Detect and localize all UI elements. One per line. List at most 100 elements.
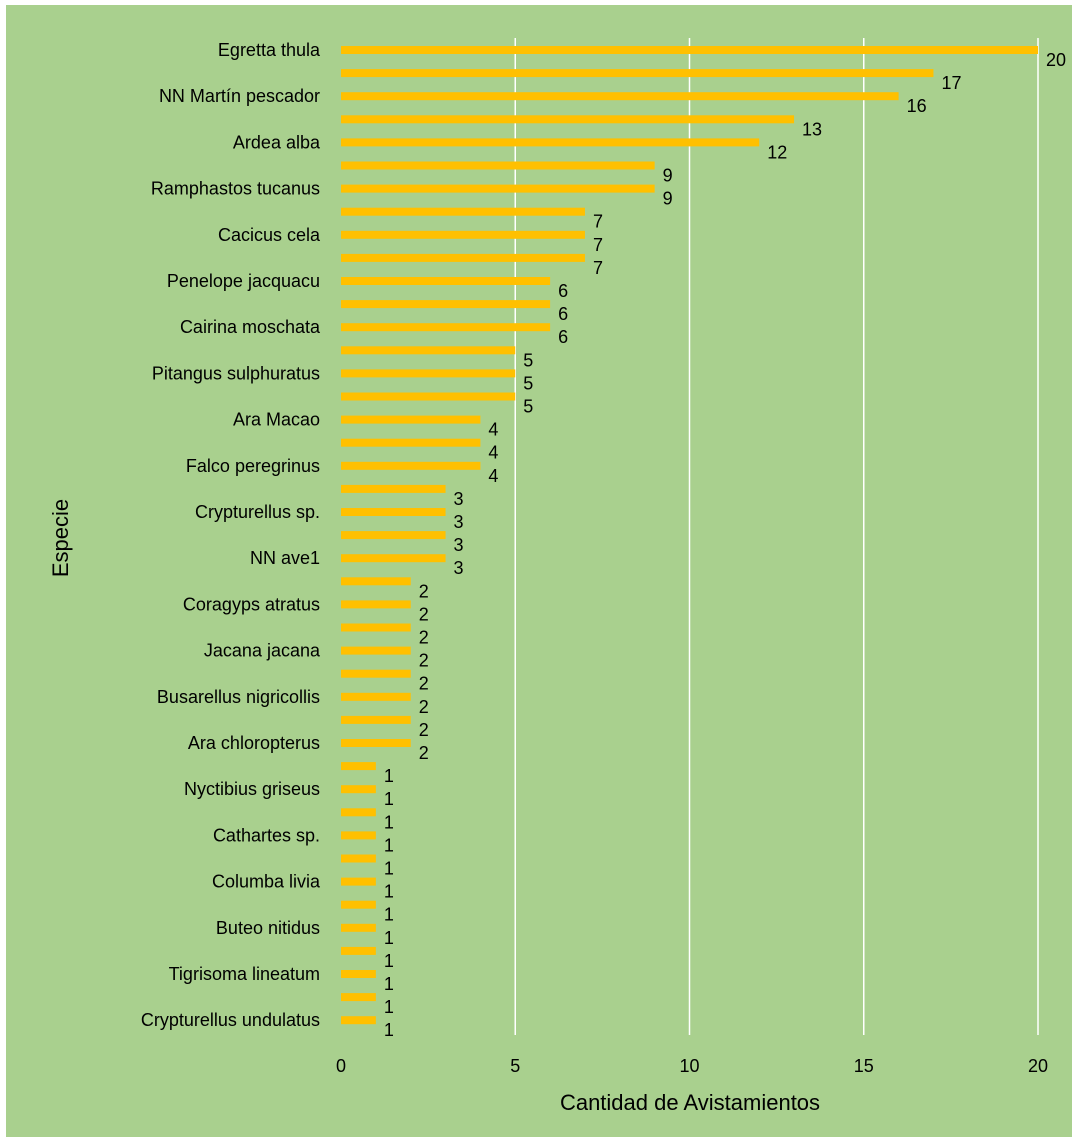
bar: [341, 484, 446, 493]
bar: [341, 554, 446, 563]
chart-area: [6, 5, 1072, 1137]
value-label: 16: [907, 96, 927, 116]
category-label: Ramphastos tucanus: [151, 179, 320, 199]
bar: [341, 369, 516, 378]
value-label: 2: [419, 604, 429, 624]
bar: [341, 993, 376, 1002]
bar: [341, 161, 655, 170]
category-label: Buteo nitidus: [216, 918, 320, 938]
value-label: 3: [454, 489, 464, 509]
gridlines: [514, 38, 1039, 1035]
category-label: Ardea alba: [233, 132, 321, 152]
value-label: 1: [384, 812, 394, 832]
bar: [341, 831, 376, 840]
bar: [341, 970, 376, 978]
bar: [341, 900, 376, 909]
value-label: 2: [419, 697, 429, 717]
category-label: Cathartes sp.: [213, 825, 320, 845]
value-label: 20: [1046, 50, 1066, 70]
x-tick-label: 20: [1028, 1056, 1048, 1076]
value-label: 1: [384, 974, 394, 994]
bar: [341, 669, 411, 678]
value-label: 1: [384, 997, 394, 1017]
bar: [341, 207, 585, 216]
category-label: Crypturellus sp.: [195, 502, 320, 522]
value-label: 4: [488, 420, 498, 440]
bar: [341, 253, 585, 262]
value-label: 6: [558, 304, 568, 324]
value-label: 3: [454, 535, 464, 555]
bar: [341, 946, 376, 955]
category-label: NN ave1: [250, 548, 320, 568]
bar: [341, 692, 411, 701]
value-label: 6: [558, 327, 568, 347]
category-label: Falco peregrinus: [186, 456, 320, 476]
category-label: Columba livia: [212, 872, 321, 892]
value-label: 1: [384, 882, 394, 902]
category-label: Coragyps atratus: [183, 594, 320, 614]
category-label: Egretta thula: [218, 40, 321, 60]
bar: [341, 46, 1038, 54]
category-label: Jacana jacana: [204, 641, 321, 661]
bar: [341, 531, 446, 540]
value-label: 2: [419, 628, 429, 648]
value-label: 2: [419, 581, 429, 601]
bar: [341, 877, 376, 886]
category-label: Ara chloropterus: [188, 733, 320, 753]
bars: [341, 46, 1038, 1025]
bar: [341, 323, 551, 332]
bar: [341, 138, 760, 147]
bar: [341, 600, 411, 609]
value-label: 1: [384, 835, 394, 855]
x-tick-label: 15: [854, 1056, 874, 1076]
value-label: 7: [593, 235, 603, 255]
bar: [341, 392, 516, 401]
value-label: 2: [419, 651, 429, 671]
value-label: 13: [802, 119, 822, 139]
value-label: 5: [523, 373, 533, 393]
value-label: 4: [488, 443, 498, 463]
x-tick-label: 5: [510, 1056, 520, 1076]
value-label: 1: [384, 905, 394, 925]
bar: [341, 808, 376, 817]
bar: [341, 277, 551, 285]
value-label: 1: [384, 766, 394, 786]
value-label: 3: [454, 558, 464, 578]
value-label: 2: [419, 674, 429, 694]
value-label: 9: [663, 189, 673, 209]
value-label: 1: [384, 1020, 394, 1040]
category-label: Tigrisoma lineatum: [169, 964, 320, 984]
bar: [341, 115, 795, 124]
bar: [341, 92, 899, 101]
value-label: 4: [488, 466, 498, 486]
bar: [341, 346, 516, 355]
value-label: 12: [767, 142, 787, 162]
bar: [341, 762, 376, 771]
bar: [341, 1016, 376, 1025]
category-label: Cacicus cela: [218, 225, 321, 245]
bar: [341, 230, 585, 239]
bar: [341, 739, 411, 747]
category-label: Nyctibius griseus: [184, 779, 320, 799]
value-label: 5: [523, 397, 533, 417]
value-label: 9: [663, 166, 673, 186]
bar: [341, 577, 411, 586]
bar: [341, 184, 655, 193]
value-label: 17: [941, 73, 961, 93]
bar: [341, 923, 376, 932]
value-label: 1: [384, 951, 394, 971]
bar: [341, 715, 411, 724]
bar: [341, 300, 551, 309]
bar: [341, 461, 481, 470]
x-axis-title: Cantidad de Avistamientos: [560, 1090, 820, 1115]
bar: [341, 69, 934, 78]
value-label: 1: [384, 789, 394, 809]
category-label: Cairina moschata: [180, 317, 321, 337]
value-label: 5: [523, 350, 533, 370]
x-tick-label: 0: [336, 1056, 346, 1076]
value-labels: 20 17 16 13 12 9 9 7 7 7 6 6 6 5 5 5 4 4 4 3 3 3 3 2 2 2 2 2 2 2 2 1 1 1 1…: [384, 50, 1066, 1040]
value-label: 1: [384, 928, 394, 948]
category-label: Pitangus sulphuratus: [152, 363, 320, 383]
value-label: 7: [593, 258, 603, 278]
